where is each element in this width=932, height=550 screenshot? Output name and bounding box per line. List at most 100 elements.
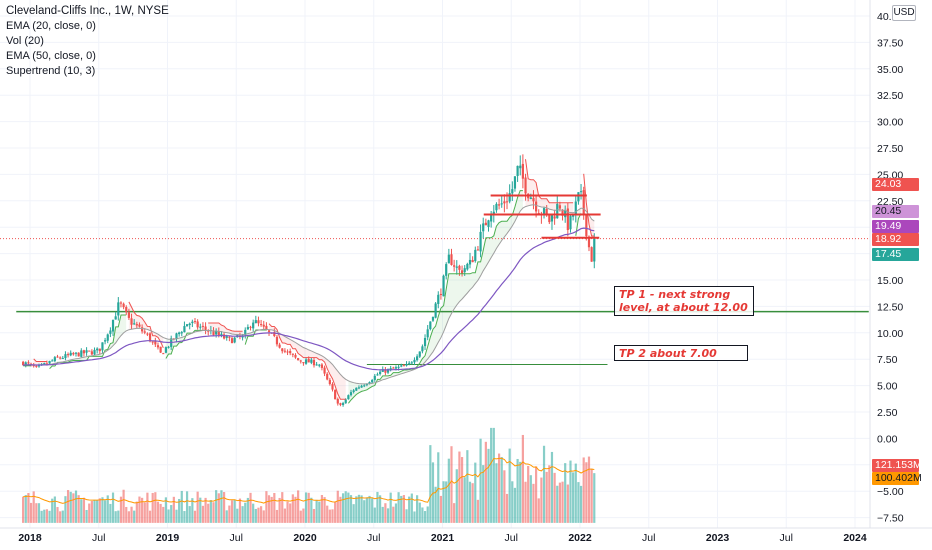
candle-body bbox=[455, 266, 458, 268]
candle-body bbox=[27, 362, 30, 364]
candle-body bbox=[318, 364, 321, 366]
candle-body bbox=[442, 275, 445, 297]
candle-body bbox=[376, 374, 379, 376]
time-axis[interactable]: 2018 Jul 2019 Jul 2020 Jul 2021 Jul 2022 Jul 2023 J… bbox=[0, 527, 932, 544]
volume-bar bbox=[497, 453, 501, 523]
candle-body bbox=[215, 330, 218, 335]
volume-bar bbox=[579, 485, 583, 523]
volume-bar bbox=[524, 481, 527, 523]
candle-body bbox=[257, 320, 260, 324]
annotation-tp1[interactable]: TP 1 - next strong level, at about 12.00 bbox=[614, 286, 754, 316]
x-tick-label: Jul bbox=[642, 532, 655, 544]
volume-bar bbox=[252, 503, 255, 523]
candle-body bbox=[500, 203, 503, 205]
candle-body bbox=[69, 352, 72, 356]
candle-body bbox=[122, 303, 125, 308]
candle-body bbox=[548, 215, 551, 223]
volume-bar bbox=[439, 495, 443, 523]
candle-body bbox=[416, 356, 419, 361]
volume-bar bbox=[291, 494, 294, 523]
candle-body bbox=[212, 330, 215, 336]
candle-body bbox=[339, 403, 342, 405]
supertrend-down-line bbox=[208, 322, 243, 332]
volume-bar bbox=[490, 427, 493, 523]
volume-bar bbox=[569, 460, 572, 523]
candle-body bbox=[445, 264, 448, 276]
volume-bar bbox=[297, 490, 300, 523]
volume-bar bbox=[426, 506, 429, 523]
candle-body bbox=[225, 336, 228, 338]
candle-body bbox=[352, 390, 355, 392]
y-tick-label: 30.00 bbox=[877, 117, 903, 129]
volume-bar bbox=[384, 503, 387, 523]
candle-body bbox=[437, 294, 440, 304]
candle-body bbox=[151, 341, 154, 343]
candle-body bbox=[405, 364, 408, 366]
volume-bar bbox=[331, 509, 334, 523]
indicator-vol[interactable]: Vol (20) bbox=[6, 35, 44, 47]
candle-body bbox=[146, 333, 149, 335]
volume-badge-ma: 100.402M bbox=[872, 472, 922, 485]
y-tick-label: 12.50 bbox=[877, 301, 903, 313]
volume-bar bbox=[172, 496, 175, 523]
candle-body bbox=[37, 365, 41, 367]
x-tick-label: Jul bbox=[505, 532, 518, 544]
candle-body bbox=[471, 259, 474, 263]
volume-bar bbox=[80, 499, 83, 523]
volume-bar bbox=[352, 504, 355, 523]
candle-body bbox=[133, 323, 136, 325]
supertrend-up-fill bbox=[245, 329, 267, 345]
candle-body bbox=[185, 324, 189, 327]
candle-body bbox=[56, 356, 59, 358]
candle-body bbox=[519, 165, 522, 169]
volume-bar bbox=[577, 482, 580, 523]
volume-bar bbox=[199, 497, 202, 523]
indicator-ema20[interactable]: EMA (20, close, 0) bbox=[6, 20, 96, 32]
volume-bar bbox=[394, 503, 398, 523]
candle-body bbox=[320, 364, 324, 368]
candle-body bbox=[373, 375, 376, 380]
candle-body bbox=[331, 384, 334, 390]
volume-bar bbox=[51, 498, 54, 523]
candle-body bbox=[326, 373, 329, 380]
candle-body bbox=[585, 214, 588, 237]
currency-button[interactable]: USD bbox=[892, 5, 916, 21]
volume-bar bbox=[545, 471, 548, 523]
candle-body bbox=[497, 204, 501, 206]
price-axis[interactable]: 40.0037.5035.0032.5030.0027.5025.0022.50… bbox=[869, 0, 904, 528]
volume-bar bbox=[204, 497, 207, 523]
symbol-title[interactable]: Cleveland-Cliffs Inc., 1W, NYSE bbox=[6, 5, 169, 17]
volume-bar bbox=[437, 452, 440, 523]
x-tick-label: Jul bbox=[230, 532, 243, 544]
volume-bar bbox=[315, 500, 318, 523]
y-tick-label: 37.50 bbox=[877, 37, 903, 49]
volume-bar bbox=[561, 481, 564, 523]
volume-bar bbox=[590, 468, 593, 523]
volume-bar bbox=[117, 510, 120, 523]
candle-body bbox=[222, 334, 226, 339]
indicator-supertrend[interactable]: Supertrend (10, 3) bbox=[6, 65, 96, 77]
annotation-tp2[interactable]: TP 2 about 7.00 bbox=[614, 345, 748, 361]
candle-body bbox=[117, 302, 120, 316]
volume-bar bbox=[106, 495, 109, 523]
volume-bar bbox=[373, 507, 376, 523]
volume-bar bbox=[156, 501, 160, 523]
volume-bar bbox=[413, 511, 416, 523]
candle-body bbox=[474, 249, 477, 262]
x-tick-label: 2021 bbox=[431, 532, 455, 544]
candle-body bbox=[460, 270, 464, 274]
volume-bar bbox=[320, 494, 324, 523]
candle-body bbox=[164, 347, 168, 353]
candle-body bbox=[408, 362, 411, 364]
candle-body bbox=[315, 364, 318, 366]
candle-body bbox=[135, 324, 138, 326]
volume-bar bbox=[64, 496, 67, 523]
volume-bar bbox=[450, 446, 453, 523]
candle-body bbox=[392, 367, 395, 369]
volume-bar bbox=[98, 498, 101, 523]
volume-bar bbox=[96, 500, 99, 523]
candle-body bbox=[574, 201, 577, 215]
indicator-ema50[interactable]: EMA (50, close, 0) bbox=[6, 50, 96, 62]
candle-body bbox=[363, 385, 366, 387]
